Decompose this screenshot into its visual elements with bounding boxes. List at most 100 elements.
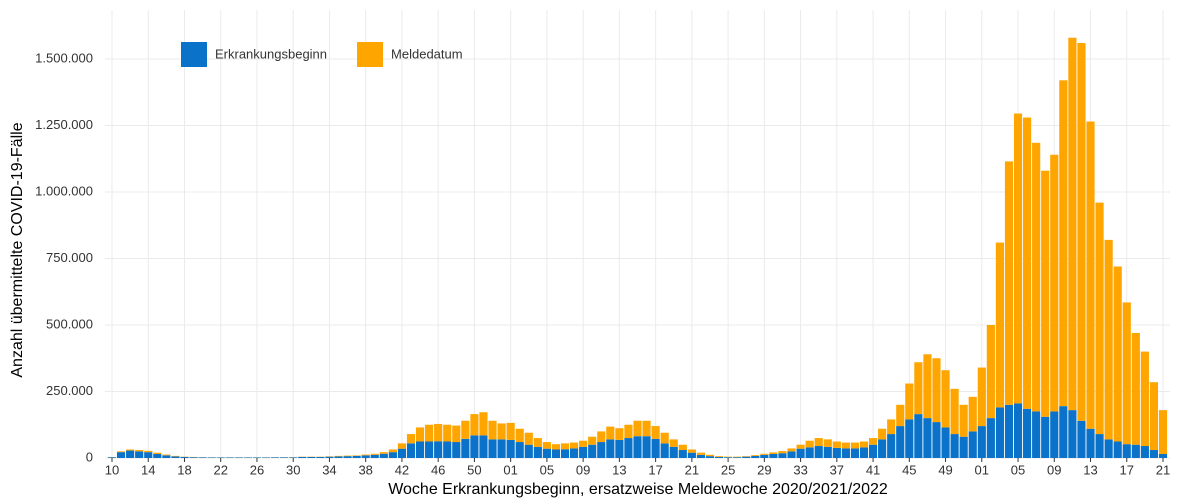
x-tick-label: 29 — [757, 462, 771, 477]
bar — [597, 442, 606, 458]
bar — [443, 424, 452, 442]
bar — [859, 441, 869, 448]
bar — [986, 418, 995, 458]
x-tick-label: 01 — [503, 462, 517, 477]
bar — [714, 456, 724, 458]
bar — [479, 412, 488, 436]
bar — [180, 456, 189, 458]
bar — [488, 439, 497, 458]
bar — [307, 456, 316, 458]
bar — [280, 457, 289, 458]
x-tick-label: 21 — [1156, 462, 1170, 477]
bar — [814, 438, 823, 447]
bar — [425, 424, 434, 442]
bar — [787, 451, 796, 458]
bar — [162, 455, 171, 458]
bar — [769, 454, 778, 458]
x-tick-label: 05 — [540, 462, 554, 477]
bar — [144, 452, 153, 458]
bar — [1077, 420, 1086, 458]
bar — [705, 454, 715, 457]
bar — [724, 456, 733, 458]
bar — [289, 457, 298, 458]
bar — [234, 457, 243, 458]
bar — [470, 435, 479, 458]
y-tick-label: 1.000.000 — [35, 183, 93, 198]
bar — [796, 448, 805, 458]
bar — [379, 453, 388, 458]
x-tick-label: 45 — [902, 462, 916, 477]
bar — [905, 383, 914, 420]
bar — [968, 396, 977, 432]
bar — [651, 426, 660, 439]
x-tick-label: 41 — [866, 462, 880, 477]
y-tick-label: 1.250.000 — [35, 117, 93, 132]
bar — [1131, 444, 1140, 458]
bar — [361, 455, 370, 458]
bar — [1131, 332, 1140, 445]
bar — [252, 457, 262, 458]
bar — [1140, 446, 1149, 458]
bar — [859, 447, 869, 458]
bar — [116, 451, 126, 453]
bar — [415, 441, 425, 458]
bar — [1068, 410, 1077, 458]
bar — [896, 426, 905, 458]
bar — [524, 432, 533, 445]
bar — [588, 436, 597, 445]
bar — [642, 420, 651, 437]
x-tick-label: 13 — [612, 462, 626, 477]
bar — [977, 367, 986, 427]
bar — [524, 444, 533, 458]
bar — [135, 450, 144, 452]
bar — [126, 449, 135, 451]
bar — [171, 455, 180, 457]
bar — [977, 426, 986, 458]
bar — [497, 423, 506, 440]
bar — [1023, 408, 1032, 458]
bar — [470, 414, 479, 436]
bar — [669, 439, 678, 447]
bar — [941, 370, 950, 428]
bar — [144, 450, 153, 453]
bar — [814, 446, 823, 458]
bar — [669, 446, 678, 458]
bar — [742, 456, 751, 458]
x-tick-label: 09 — [1047, 462, 1061, 477]
bar — [135, 451, 144, 458]
bar — [551, 449, 561, 458]
bar — [497, 439, 506, 458]
bar — [515, 428, 524, 443]
bar — [950, 388, 959, 435]
bar — [1077, 43, 1086, 421]
bar — [624, 424, 633, 439]
bar — [624, 438, 633, 458]
bar — [1059, 80, 1068, 407]
x-tick-label: 22 — [213, 462, 227, 477]
x-tick-label: 25 — [721, 462, 735, 477]
bar — [1104, 439, 1113, 458]
bar — [923, 418, 932, 458]
x-tick-label: 50 — [467, 462, 481, 477]
bar — [551, 444, 561, 450]
y-tick-label: 750.000 — [46, 250, 93, 265]
bar — [479, 435, 488, 458]
bar — [959, 404, 968, 437]
bar — [1068, 37, 1077, 411]
bar — [406, 434, 416, 444]
bar — [1013, 113, 1023, 404]
bar — [968, 431, 977, 458]
bar — [352, 455, 361, 458]
bar — [805, 447, 814, 458]
bar — [760, 454, 769, 458]
bar — [995, 407, 1004, 458]
bar — [769, 452, 778, 455]
bar — [1149, 382, 1159, 451]
x-tick-label: 26 — [250, 462, 264, 477]
bar — [343, 455, 352, 457]
bar — [932, 358, 941, 423]
bar — [760, 453, 769, 455]
y-tick-label: 250.000 — [46, 383, 93, 398]
x-tick-label: 14 — [141, 462, 155, 477]
